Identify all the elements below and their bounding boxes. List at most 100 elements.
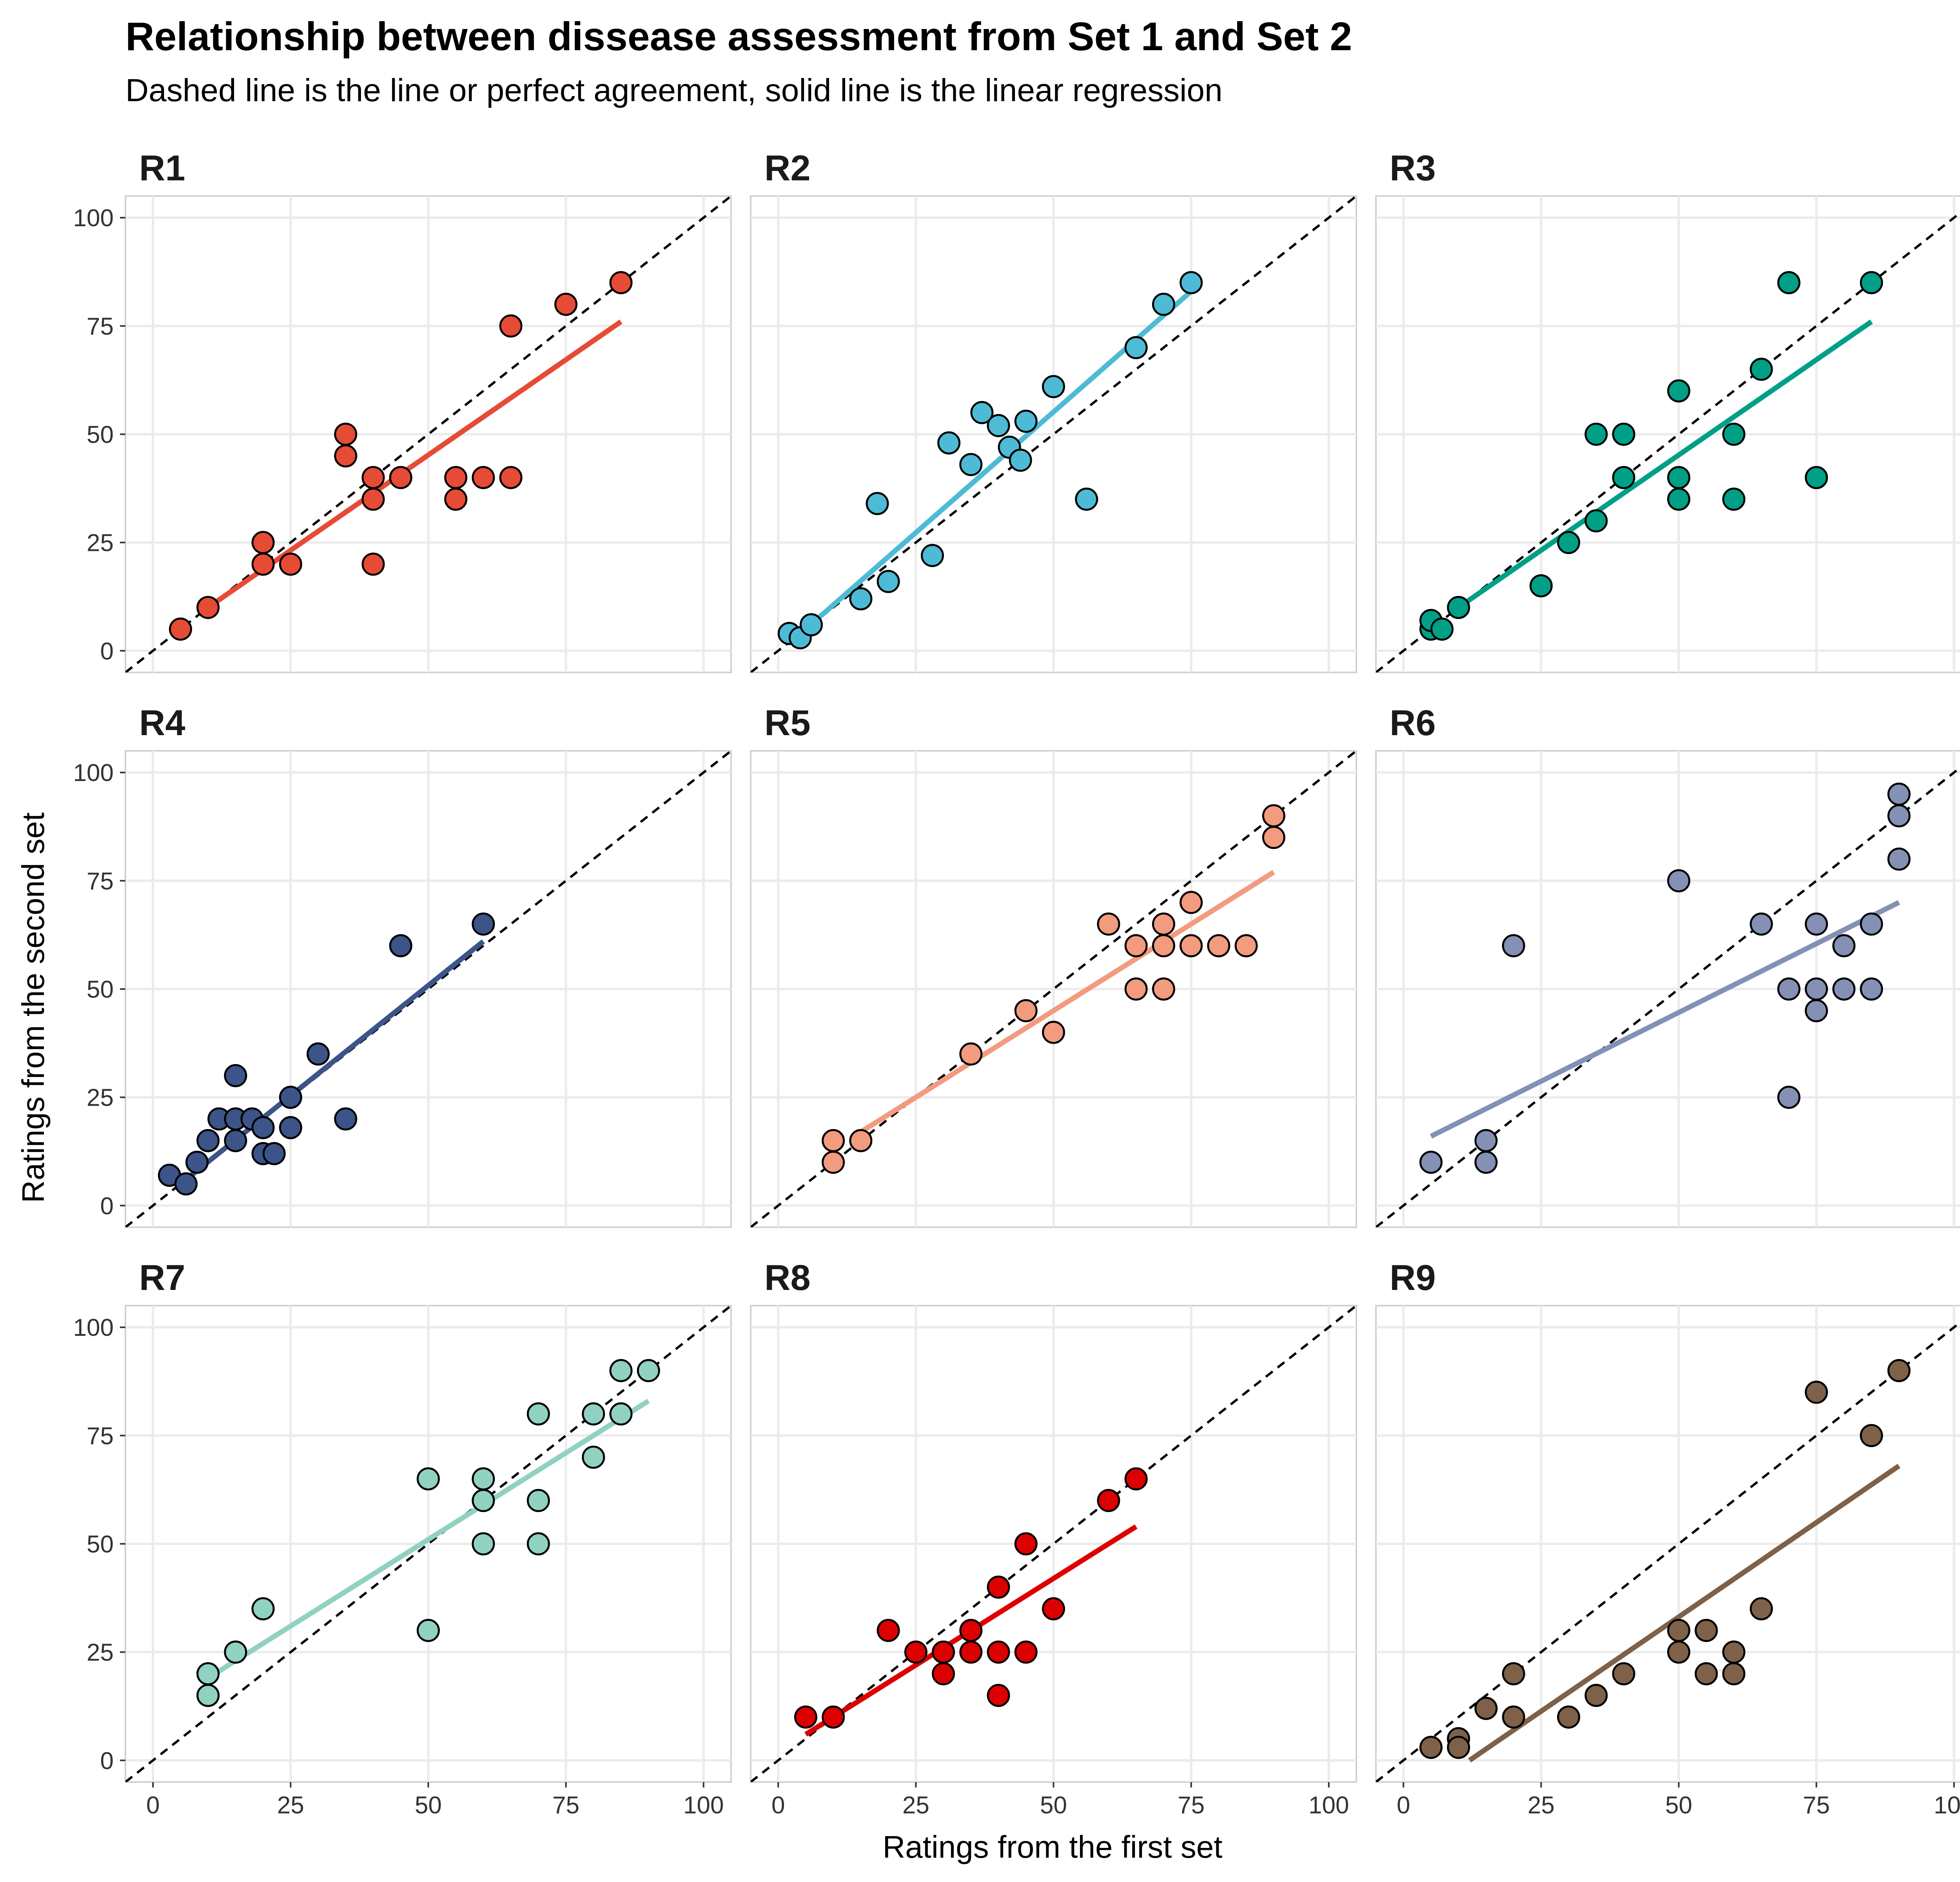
data-point bbox=[196, 1684, 220, 1707]
regression-line bbox=[1468, 1464, 1900, 1763]
x-tick-label: 50 bbox=[415, 1792, 442, 1819]
data-point bbox=[866, 492, 889, 515]
x-tick-label: 0 bbox=[146, 1792, 160, 1819]
data-point bbox=[472, 1467, 495, 1491]
data-point bbox=[1805, 912, 1828, 936]
y-tick-label: 100 bbox=[73, 1314, 114, 1341]
data-point bbox=[582, 1402, 605, 1426]
data-point bbox=[1447, 596, 1470, 619]
y-tick-label: 50 bbox=[87, 976, 114, 1003]
data-point bbox=[987, 414, 1010, 437]
data-point bbox=[1749, 912, 1773, 936]
x-tick-label: 25 bbox=[902, 1792, 929, 1819]
data-point bbox=[1612, 423, 1635, 446]
data-point bbox=[1612, 1662, 1635, 1686]
y-axis-title: Ratings from the second set bbox=[16, 812, 51, 1203]
panel-r7: R7 0 25 50 75 100 0 25 50 75 100 bbox=[73, 1258, 732, 1819]
data-point bbox=[307, 1042, 330, 1066]
y-tick-label: 0 bbox=[100, 1193, 114, 1220]
data-point bbox=[174, 1172, 198, 1196]
x-axis-title: Ratings from the first set bbox=[883, 1829, 1223, 1864]
y-tick-label: 75 bbox=[87, 868, 114, 895]
data-point bbox=[251, 1597, 275, 1620]
data-point bbox=[279, 1116, 302, 1139]
data-point bbox=[1042, 1597, 1065, 1620]
data-point bbox=[1805, 977, 1828, 1001]
data-point bbox=[1887, 804, 1911, 828]
data-point bbox=[444, 466, 468, 489]
data-point bbox=[1860, 1424, 1883, 1447]
facet-panels: R1 0 25 50 75 100 R2 R3 R4 0 25 50 75 100 R5 R6 R7 0 25 50 7… bbox=[73, 148, 1960, 1819]
data-point bbox=[1612, 466, 1635, 489]
data-point bbox=[822, 1705, 845, 1729]
plot-area bbox=[1376, 1321, 1960, 1782]
y-tick-label: 25 bbox=[87, 1639, 114, 1666]
data-point bbox=[1667, 379, 1690, 403]
data-point bbox=[609, 1402, 633, 1426]
data-point bbox=[1667, 487, 1690, 511]
data-point bbox=[444, 487, 468, 511]
perfect-agreement-line bbox=[1376, 766, 1960, 1227]
data-point bbox=[499, 314, 523, 338]
y-tick-label: 50 bbox=[87, 421, 114, 449]
data-point bbox=[970, 401, 994, 424]
data-point bbox=[937, 431, 961, 455]
data-point bbox=[1722, 1640, 1746, 1664]
data-point bbox=[1152, 912, 1175, 936]
x-tick-label: 50 bbox=[1040, 1792, 1067, 1819]
y-tick-label: 100 bbox=[73, 759, 114, 787]
panel-label: R5 bbox=[764, 703, 811, 743]
y-tick-label: 0 bbox=[100, 638, 114, 665]
panel-r9: R9 0 25 50 75 100 bbox=[1375, 1258, 1960, 1819]
data-point bbox=[1124, 1467, 1148, 1491]
data-point bbox=[959, 1619, 983, 1642]
data-point bbox=[959, 453, 983, 476]
data-point bbox=[334, 423, 358, 446]
data-point bbox=[554, 292, 578, 316]
data-point bbox=[1584, 423, 1608, 446]
perfect-agreement-line bbox=[125, 196, 731, 672]
data-point bbox=[959, 1042, 983, 1066]
data-point bbox=[1180, 934, 1203, 957]
data-point bbox=[959, 1640, 983, 1664]
x-tick-label: 50 bbox=[1665, 1792, 1692, 1819]
data-point bbox=[361, 552, 385, 576]
data-point bbox=[877, 570, 900, 593]
panel-label: R7 bbox=[139, 1258, 185, 1298]
regression-line bbox=[859, 870, 1275, 1134]
data-point bbox=[794, 1705, 817, 1729]
data-point bbox=[1695, 1619, 1718, 1642]
chart-subtitle: Dashed line is the line or perfect agree… bbox=[125, 73, 1223, 108]
y-tick-label: 75 bbox=[87, 313, 114, 340]
data-point bbox=[1805, 1381, 1828, 1404]
data-point bbox=[196, 596, 220, 619]
data-point bbox=[196, 1129, 220, 1152]
data-point bbox=[1474, 1697, 1498, 1720]
x-tick-label: 75 bbox=[1178, 1792, 1205, 1819]
plot-area bbox=[751, 1306, 1356, 1782]
data-point bbox=[1097, 912, 1120, 936]
data-point bbox=[1805, 466, 1828, 489]
y-tick-label: 100 bbox=[73, 205, 114, 232]
x-tick-label: 25 bbox=[277, 1792, 304, 1819]
data-point bbox=[472, 1489, 495, 1512]
panel-label: R2 bbox=[764, 148, 811, 188]
data-point bbox=[472, 912, 495, 936]
panel-label: R6 bbox=[1390, 703, 1436, 743]
data-point bbox=[822, 1129, 845, 1152]
x-tick-label: 0 bbox=[1397, 1792, 1410, 1819]
data-point bbox=[987, 1575, 1010, 1599]
panel-label: R1 bbox=[139, 148, 185, 188]
data-point bbox=[185, 1150, 209, 1174]
data-point bbox=[262, 1142, 286, 1165]
data-point bbox=[1474, 1129, 1498, 1152]
y-tick-label: 25 bbox=[87, 530, 114, 557]
regression-line bbox=[1430, 900, 1900, 1139]
plot-area bbox=[751, 196, 1356, 672]
y-tick-label: 25 bbox=[87, 1085, 114, 1112]
data-point bbox=[1502, 1705, 1525, 1729]
x-tick-label: 100 bbox=[1934, 1792, 1960, 1819]
data-point bbox=[417, 1467, 440, 1491]
panel-label: R3 bbox=[1390, 148, 1436, 188]
data-point bbox=[1860, 912, 1883, 936]
